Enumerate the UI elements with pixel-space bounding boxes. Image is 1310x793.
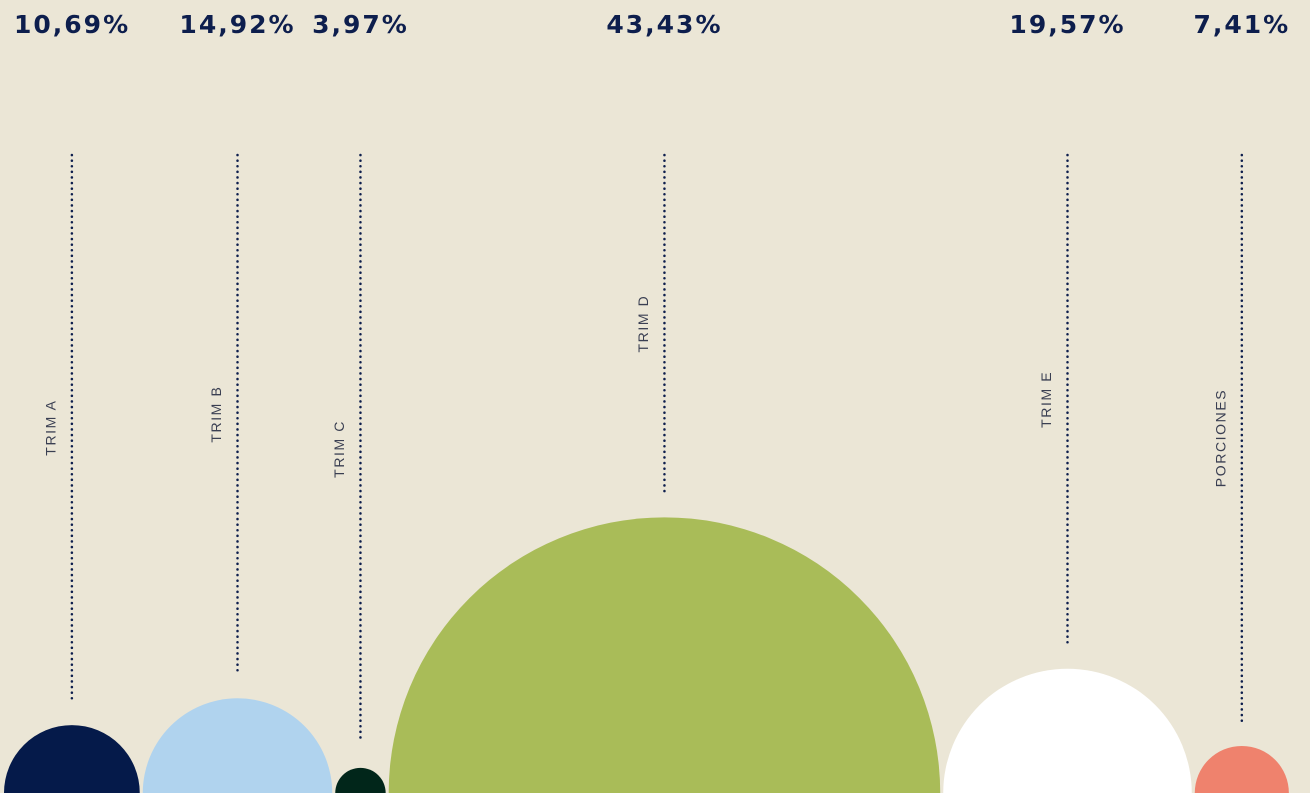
value-label: 14,92%	[179, 10, 295, 39]
category-label: TRIM B	[208, 386, 224, 443]
value-label: 19,57%	[1009, 10, 1125, 39]
semicircle	[943, 668, 1192, 793]
semicircle	[335, 767, 386, 793]
semicircle	[388, 517, 941, 793]
category-label: TRIM E	[1038, 371, 1054, 428]
semicircle	[142, 698, 333, 793]
semicircle	[1194, 745, 1289, 793]
category-label: TRIM A	[43, 399, 59, 455]
category-label: TRIM C	[331, 420, 347, 478]
value-label: 43,43%	[606, 10, 722, 39]
value-label: 7,41%	[1193, 10, 1290, 39]
category-label: PORCIONES	[1213, 389, 1229, 487]
category-label: TRIM D	[635, 295, 651, 353]
value-label: 3,97%	[312, 10, 409, 39]
semicircle	[4, 725, 140, 793]
value-label: 10,69%	[14, 10, 130, 39]
